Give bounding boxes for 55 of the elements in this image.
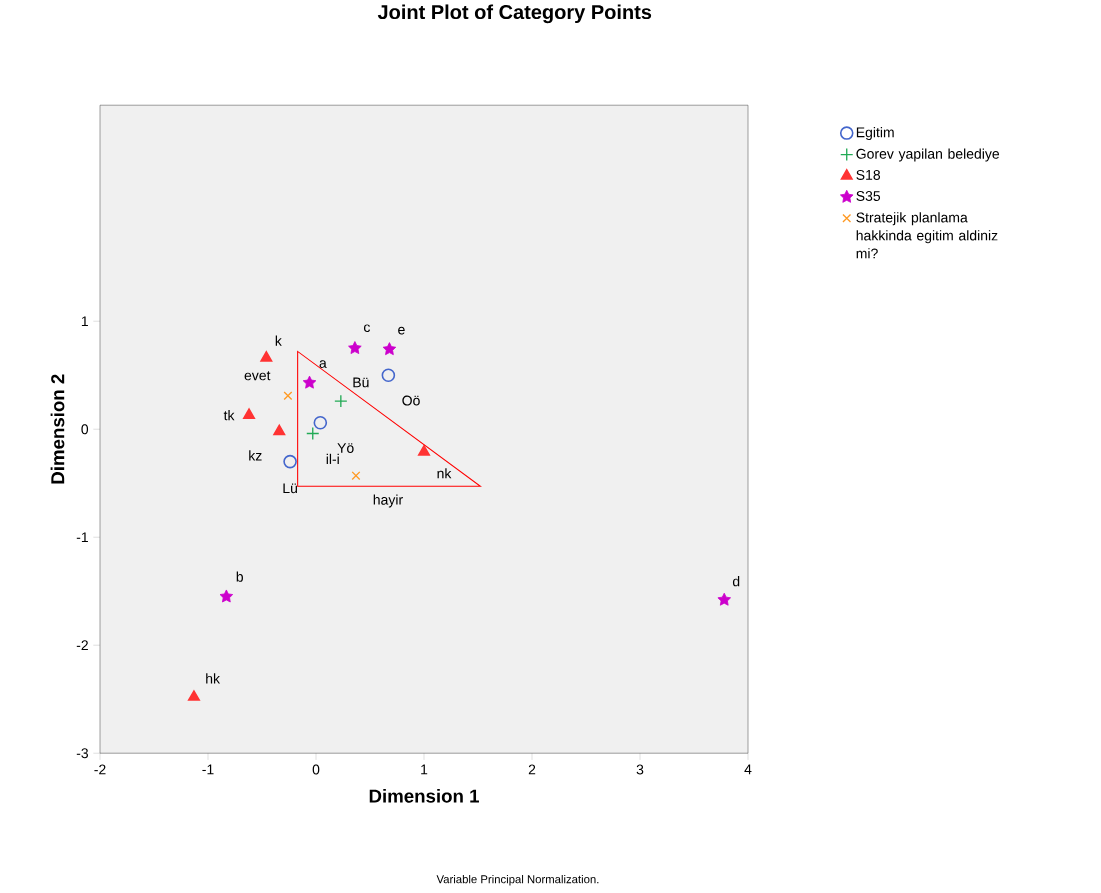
annotation: Bü xyxy=(353,377,369,388)
y-tick-label: -1 xyxy=(76,532,88,542)
legend-label: S18 xyxy=(856,169,881,180)
point xyxy=(243,408,256,419)
y-tick-label: 0 xyxy=(81,424,89,435)
point xyxy=(187,690,200,701)
annotation: Yö xyxy=(337,443,354,453)
annotation: c xyxy=(363,324,371,332)
y-tick-label: -2 xyxy=(76,640,88,650)
point xyxy=(283,391,293,401)
point xyxy=(273,424,286,436)
point xyxy=(717,592,731,606)
legend-label: S35 xyxy=(856,190,881,201)
annotation: kz xyxy=(249,450,262,461)
point xyxy=(283,454,297,469)
x-tick-label: -1 xyxy=(202,764,214,775)
x-tick-label: -2 xyxy=(94,764,106,775)
point xyxy=(306,426,320,441)
point xyxy=(219,589,234,603)
annotation: nk xyxy=(437,468,452,479)
legend-label: Gorev yapilan belediye xyxy=(856,148,1000,162)
point xyxy=(302,375,317,389)
annotation: hayir xyxy=(373,494,403,508)
y-tick-label: 1 xyxy=(81,316,88,326)
annotation: d xyxy=(732,575,740,587)
x-tick-label: 2 xyxy=(528,764,536,775)
legend-label: Egitim xyxy=(856,126,894,140)
point xyxy=(334,394,348,408)
y-axis-title: Dimension 2 xyxy=(50,374,65,484)
point xyxy=(260,351,273,362)
point xyxy=(381,368,396,382)
y-tick-label: -3 xyxy=(76,748,89,759)
point xyxy=(313,415,328,430)
annotation: e xyxy=(398,326,405,335)
annotation: hk xyxy=(206,673,221,684)
text: Variable Principal Normalization. xyxy=(436,874,599,886)
x-tick-label: 3 xyxy=(636,764,644,775)
annotation: evet xyxy=(244,371,271,381)
legend-label: Stratejik planlama hakkinda egitim aldiniz mi? xyxy=(856,212,998,259)
point xyxy=(418,444,430,456)
point xyxy=(348,341,362,354)
x-axis-title: Dimension 1 xyxy=(369,788,479,803)
x-tick-label: 0 xyxy=(312,764,320,775)
chart-title: Joint Plot of Category Points xyxy=(377,4,652,24)
annotation: a xyxy=(319,360,327,368)
annotation: b xyxy=(236,571,243,582)
x-tick-label: 4 xyxy=(744,764,752,775)
annotation: Oö xyxy=(402,395,420,406)
annotation: k xyxy=(275,335,282,346)
point xyxy=(382,342,397,355)
x-tick-label: 1 xyxy=(421,764,428,775)
annotation: Lü xyxy=(283,483,297,494)
annotation: tk xyxy=(223,409,235,421)
annotation: il-i xyxy=(326,453,339,464)
point xyxy=(351,471,361,480)
